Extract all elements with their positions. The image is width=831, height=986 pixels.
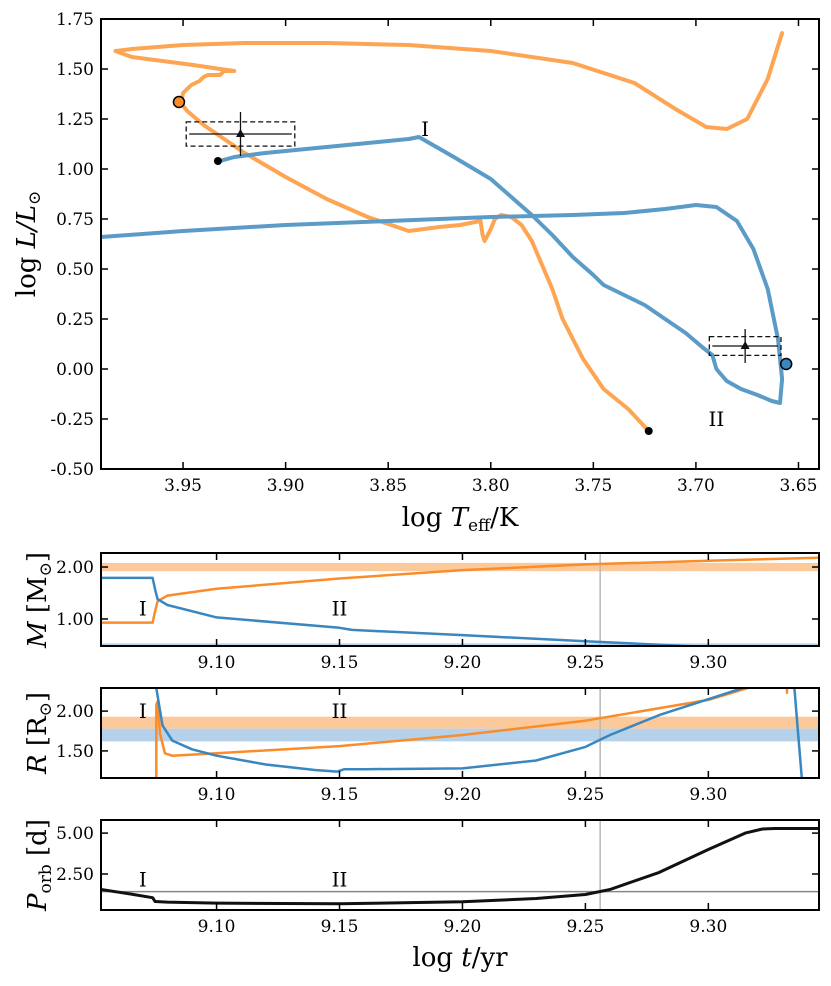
period-panel: 9.10 9.15 9.20 9.25 9.302.505.00 I II log t/y… bbox=[23, 819, 820, 973]
mass-series-orange bbox=[101, 556, 819, 624]
period-x-tick-label: 9.15 bbox=[321, 917, 359, 937]
radius-series-blue bbox=[155, 688, 745, 773]
period-phase-label-I: I bbox=[139, 868, 147, 892]
start-dot-marker bbox=[644, 427, 653, 435]
hr-x-tick-label: 3.75 bbox=[574, 476, 612, 496]
hr-x-tick-label: 3.85 bbox=[369, 476, 407, 496]
mass-x-tick-label: 9.30 bbox=[689, 653, 727, 673]
mass-y-tick-label: 2.00 bbox=[56, 558, 94, 578]
hr-x-tick-label: 3.80 bbox=[472, 476, 510, 496]
radius-x-tick-label: 9.25 bbox=[566, 785, 604, 805]
radius-x-tick-label: 9.10 bbox=[198, 785, 236, 805]
start-dot-marker bbox=[213, 157, 222, 165]
hr-y-tick-label: 0.50 bbox=[56, 260, 94, 280]
hr-y-tick-label: 1.75 bbox=[56, 10, 94, 30]
period-y-axis-label: Porb [d] bbox=[23, 819, 56, 912]
radius-panel: 9.10 9.15 9.20 9.25 9.301.502.00 I II R [R⊙] bbox=[23, 687, 820, 805]
radius-y-tick-label: 1.50 bbox=[56, 742, 94, 762]
radius-y-tick-label: 2.00 bbox=[56, 702, 94, 722]
hr-x-tick-label: 3.90 bbox=[267, 476, 305, 496]
mass-phase-label-II: II bbox=[332, 597, 348, 621]
mass-x-tick-label: 9.25 bbox=[566, 653, 604, 673]
hr-phase-label-II: II bbox=[709, 407, 725, 431]
observation-1 bbox=[185, 112, 296, 156]
hr-x-tick-label: 3.70 bbox=[677, 476, 715, 496]
radius-phase-label-II: II bbox=[332, 699, 348, 723]
radius-x-tick-label: 9.15 bbox=[321, 785, 359, 805]
hr-x-axis-label: log Teff/K bbox=[402, 503, 519, 536]
observation-marker bbox=[740, 341, 750, 349]
period-y-tick-label: 2.50 bbox=[56, 865, 94, 885]
radius-axes-frame bbox=[100, 687, 820, 779]
time-x-axis-label: log t/yr bbox=[412, 943, 508, 973]
mass-series-blue bbox=[101, 576, 722, 646]
period-x-tick-label: 9.25 bbox=[566, 917, 604, 937]
radius-series-blue-second-branch- bbox=[793, 688, 804, 778]
hr-y-tick-label: 0.75 bbox=[56, 210, 94, 230]
period-x-tick-label: 9.30 bbox=[689, 917, 727, 937]
hr-y-axis-label: log L/L⊙ bbox=[12, 191, 45, 297]
hr-y-tick-label: 0.25 bbox=[56, 310, 94, 330]
hr-x-tick-label: 3.95 bbox=[164, 476, 202, 496]
period-x-tick-label: 9.20 bbox=[444, 917, 482, 937]
period-x-tick-label: 9.10 bbox=[198, 917, 236, 937]
hr-series-blue-track bbox=[101, 135, 785, 405]
period-phase-label-II: II bbox=[332, 868, 348, 892]
blue-endpoint-marker bbox=[779, 357, 793, 371]
mass-axes-frame bbox=[100, 552, 820, 647]
mass-orange-band bbox=[101, 562, 819, 572]
hr-x-tick-label: 3.65 bbox=[780, 476, 818, 496]
mass-blue-band bbox=[101, 643, 819, 646]
hr-y-tick-label: 1.50 bbox=[56, 60, 94, 80]
radius-phase-label-I: I bbox=[139, 699, 147, 723]
period-y-tick-label: 5.00 bbox=[56, 824, 94, 844]
hr-y-tick-label: 1.25 bbox=[56, 110, 94, 130]
mass-x-tick-label: 9.10 bbox=[198, 653, 236, 673]
period-axes-frame bbox=[100, 819, 820, 911]
hr-y-tick-label: -0.25 bbox=[50, 410, 94, 430]
mass-phase-label-I: I bbox=[139, 597, 147, 621]
hr-y-tick-label: 1.00 bbox=[56, 160, 94, 180]
orange-endpoint-marker bbox=[172, 95, 186, 109]
radius-y-axis-label: R [R⊙] bbox=[23, 692, 56, 775]
mass-y-axis-label: M [M⊙] bbox=[23, 552, 56, 649]
hr-series-orange-track bbox=[113, 31, 785, 433]
mass-panel: 9.10 9.15 9.20 9.25 9.301.002.00 I II M [M⊙] bbox=[23, 552, 820, 673]
hr-y-tick-label: -0.50 bbox=[50, 460, 94, 480]
observation-2 bbox=[708, 329, 782, 363]
mass-x-tick-label: 9.15 bbox=[321, 653, 359, 673]
hr-diagram-panel: 3.95 3.90 3.85 3.80 3.75 3.70 3.65 -0.50 -0.25 0.… bbox=[12, 10, 820, 536]
observation-marker bbox=[235, 129, 245, 137]
mass-x-tick-label: 9.20 bbox=[444, 653, 482, 673]
hr-y-tick-label: 0.00 bbox=[56, 360, 94, 380]
radius-orange-band bbox=[101, 716, 819, 729]
period-series-orbital-period bbox=[101, 827, 819, 906]
hr-axes-frame bbox=[100, 18, 820, 470]
hr-phase-label-I: I bbox=[421, 117, 429, 141]
mass-y-tick-label: 1.00 bbox=[56, 610, 94, 630]
radius-x-tick-label: 9.20 bbox=[444, 785, 482, 805]
radius-x-tick-label: 9.30 bbox=[689, 785, 727, 805]
